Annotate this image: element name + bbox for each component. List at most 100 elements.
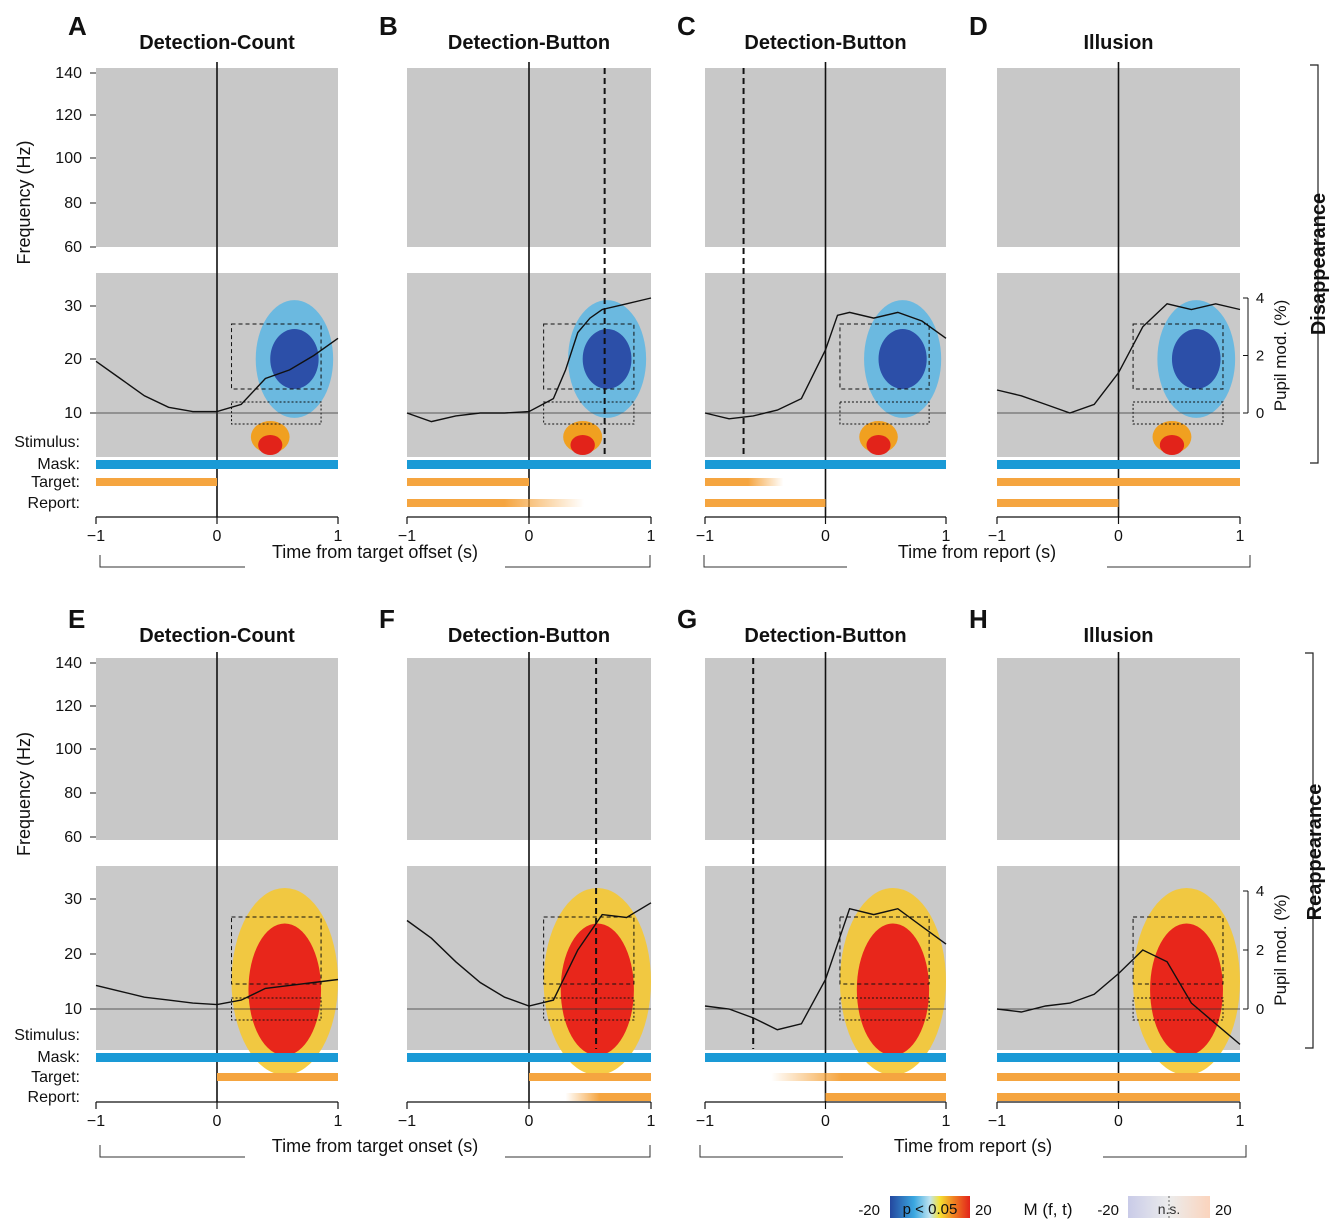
colorbar-sig-max: 20 [975, 1202, 992, 1219]
freq-tick-label: 80 [64, 195, 82, 212]
pupil-tick-label: 2 [1256, 348, 1264, 365]
freq-tick-label: 120 [55, 698, 82, 715]
report-bar [407, 499, 584, 507]
pupil-curve [996, 949, 1241, 1045]
target-bar [997, 478, 1240, 486]
panel-title: Detection-Button [744, 32, 906, 54]
x-title-bottom-target: Time from target onset (s) [99, 1136, 651, 1158]
analysis-window-high [543, 323, 635, 390]
row-label-target: Target: [31, 1069, 80, 1086]
bracket-left [99, 555, 245, 568]
freq-tick-label: 20 [64, 946, 82, 963]
target-bar [96, 478, 217, 486]
freq-tick-label: 60 [64, 829, 82, 846]
effect-cluster-core [878, 329, 927, 389]
x-tick-label: 1 [334, 1113, 343, 1130]
bracket-right [1103, 1145, 1247, 1158]
x-tick-label: −1 [988, 528, 1006, 545]
freq-tick-label: 140 [55, 655, 82, 672]
pupil-axis-title: Pupil mod. (%) [1271, 894, 1290, 1005]
freq-tick-label: 120 [55, 107, 82, 124]
pupil-axis-title: Pupil mod. (%) [1271, 300, 1290, 411]
mask-bar [407, 1053, 651, 1062]
panel-title: Detection-Button [744, 625, 906, 647]
bracket-right [505, 555, 651, 568]
y-axis-title: Frequency (Hz) [14, 732, 34, 856]
x-tick-label: 1 [1236, 528, 1245, 545]
x-tick-label: 0 [821, 1113, 830, 1130]
freq-tick-label: 60 [64, 239, 82, 256]
x-tick-label: 0 [1114, 1113, 1123, 1130]
panel-title: Detection-Count [139, 32, 295, 54]
x-axis-title: Time from target offset (s) [272, 542, 478, 562]
x-tick-label: 1 [647, 528, 656, 545]
pupil-tick-label: 2 [1256, 942, 1264, 959]
row-label-stimulus: Stimulus: [14, 1027, 80, 1044]
freq-tick-label: 10 [64, 405, 82, 422]
row-label-target: Target: [31, 474, 80, 491]
stimulus-response-core [570, 435, 595, 455]
pupil-curve [95, 978, 339, 1006]
bracket-left [699, 1145, 843, 1158]
bracket-right [1107, 555, 1251, 568]
x-tick-label: 1 [1236, 1113, 1245, 1130]
panel-letter: B [379, 11, 398, 41]
effect-cluster-core [1150, 923, 1223, 1056]
x-tick-label: −1 [398, 1113, 416, 1130]
report-bar [565, 1093, 651, 1101]
analysis-window-high [231, 916, 322, 985]
panel-F: F Detection-Button −1 0 1 [379, 604, 656, 1130]
report-bar [705, 499, 826, 507]
colorbar-ns-text: n.s. [1158, 1201, 1181, 1217]
panel-C: C Detection-Button −1 0 1 [677, 11, 951, 545]
panel-title: Detection-Button [448, 32, 610, 54]
freq-tick-label: 80 [64, 785, 82, 802]
panel-E: EDetection-Count1401201008060302010Frequ… [14, 604, 343, 1130]
reappearance-label: Reappearance [1304, 784, 1326, 921]
panel-letter: A [68, 11, 87, 41]
mask-bar [96, 460, 338, 469]
analysis-window-high [839, 916, 930, 985]
pupil-tick-label: 0 [1256, 405, 1264, 422]
target-bar [217, 1073, 338, 1081]
x-tick-label: −1 [87, 528, 105, 545]
x-title-top-report: Time from report (s) [703, 542, 1251, 568]
analysis-window-high [1132, 323, 1224, 390]
row-label-report: Report: [28, 1089, 80, 1106]
reappearance-bracket: Reappearance [1304, 652, 1326, 1049]
pupil-curve [704, 907, 947, 1031]
panel-title: Illusion [1084, 32, 1154, 54]
colorbar-legend: -20 p < 0.05 20 M (f, t) -20 n.s. 20 [858, 1196, 1232, 1219]
analysis-window-high [839, 323, 930, 390]
freq-tick-label: 100 [55, 150, 82, 167]
x-tick-label: 0 [821, 528, 830, 545]
row-label-mask: Mask: [37, 456, 80, 473]
freq-tick-label: 30 [64, 891, 82, 908]
target-bar [997, 1073, 1240, 1081]
row-label-stimulus: Stimulus: [14, 434, 80, 451]
x-title-bottom-report: Time from report (s) [699, 1136, 1247, 1158]
colorbar-nonsignificant [1128, 1196, 1210, 1218]
pupil-curve [406, 902, 652, 1007]
mask-bar [997, 1053, 1240, 1062]
x-tick-label: 0 [525, 528, 534, 545]
colorbar-significant [890, 1196, 970, 1218]
x-tick-label: −1 [696, 528, 714, 545]
report-bar [825, 1093, 946, 1101]
target-bar [529, 1073, 651, 1081]
panel-A: ADetection-Count1401201008060302010Frequ… [14, 11, 343, 545]
x-tick-label: 0 [213, 1113, 222, 1130]
effect-cluster-core [248, 923, 322, 1056]
x-tick-label: 1 [942, 1113, 951, 1130]
x-tick-label: 0 [1114, 528, 1123, 545]
x-tick-label: 0 [213, 528, 222, 545]
disappearance-label: Disappearance [1308, 193, 1330, 335]
freq-tick-label: 100 [55, 741, 82, 758]
target-bar [771, 1073, 946, 1081]
x-tick-label: 1 [334, 528, 343, 545]
colorbar-ns-max: 20 [1215, 1202, 1232, 1219]
x-tick-label: 0 [525, 1113, 534, 1130]
freq-tick-label: 20 [64, 351, 82, 368]
freq-tick-label: 30 [64, 298, 82, 315]
